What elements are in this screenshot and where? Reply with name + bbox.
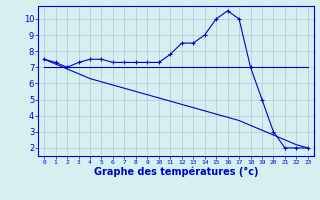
X-axis label: Graphe des températures (°c): Graphe des températures (°c) [94, 167, 258, 177]
